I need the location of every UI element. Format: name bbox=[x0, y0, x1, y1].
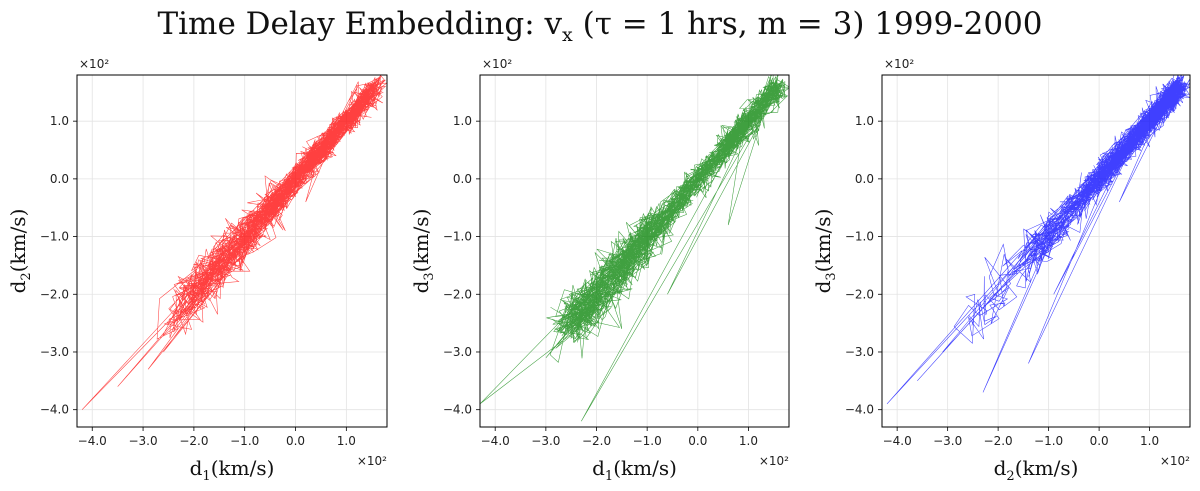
x-axis-multiplier: ×10² bbox=[357, 454, 387, 468]
x-axis-label: d2(km/s) bbox=[994, 456, 1079, 484]
y-axis-multiplier: ×10² bbox=[482, 57, 512, 71]
x-tick-label: −2.0 bbox=[984, 434, 1013, 448]
x-tick-label: −4.0 bbox=[883, 434, 912, 448]
trajectory-series bbox=[480, 75, 789, 422]
x-tick-label: −3.0 bbox=[531, 434, 560, 448]
x-tick-label: −3.0 bbox=[933, 434, 962, 448]
y-tick-label: −1.0 bbox=[40, 230, 69, 244]
x-tick-label: 1.0 bbox=[337, 434, 356, 448]
y-tick-label: 1.0 bbox=[453, 114, 472, 128]
x-tick-label: −3.0 bbox=[128, 434, 157, 448]
y-tick-label: −3.0 bbox=[845, 345, 874, 359]
subplot-3: −4.0 −3.0 −2.0 −1.0 0.0 1.0 1.0 0.0 −1.0 −2.0 −3.0… bbox=[811, 57, 1191, 484]
x-axis-label: d1(km/s) bbox=[190, 456, 275, 484]
y-tick-label: −3.0 bbox=[443, 345, 472, 359]
subplot-2: −4.0 −3.0 −2.0 −1.0 0.0 1.0 1.0 0.0 −1.0 −2.0 −3.0… bbox=[409, 57, 790, 484]
y-tick-label: −3.0 bbox=[40, 345, 69, 359]
y-tick-label: −1.0 bbox=[845, 230, 874, 244]
x-tick-label: −1.0 bbox=[230, 434, 259, 448]
y-tick-label: −4.0 bbox=[40, 403, 69, 417]
y-axis-label: d2(km/s) bbox=[6, 209, 34, 294]
x-axis-label: d1(km/s) bbox=[592, 456, 677, 484]
y-tick-label: −2.0 bbox=[443, 287, 472, 301]
y-tick-label: −1.0 bbox=[443, 230, 472, 244]
x-tick-label: −1.0 bbox=[633, 434, 662, 448]
y-axis-label: d3(km/s) bbox=[409, 209, 437, 294]
x-tick-label: −2.0 bbox=[582, 434, 611, 448]
y-tick-label: 0.0 bbox=[855, 172, 874, 186]
x-tick-label: 1.0 bbox=[739, 434, 758, 448]
y-tick-label: 0.0 bbox=[50, 172, 69, 186]
x-tick-label: 0.0 bbox=[1090, 434, 1109, 448]
y-tick-label: −2.0 bbox=[845, 287, 874, 301]
x-tick-label: −1.0 bbox=[1034, 434, 1063, 448]
x-tick-label: 1.0 bbox=[1140, 434, 1159, 448]
title-subscript: x bbox=[562, 24, 573, 47]
axes-frame bbox=[76, 74, 388, 428]
trajectory-series bbox=[81, 75, 387, 410]
x-axis-multiplier: ×10² bbox=[759, 454, 789, 468]
x-tick-label: 0.0 bbox=[688, 434, 707, 448]
subplot-1: −4.0 −3.0 −2.0 −1.0 0.0 1.0 1.0 0.0 −1.0 −2.0 −3.0… bbox=[6, 57, 388, 484]
y-axis-multiplier: ×10² bbox=[79, 57, 109, 71]
axes-frame bbox=[479, 74, 790, 428]
x-axis-multiplier: ×10² bbox=[1160, 454, 1190, 468]
x-tick-label: −4.0 bbox=[481, 434, 510, 448]
axes-frame bbox=[881, 74, 1191, 428]
y-tick-label: 0.0 bbox=[453, 172, 472, 186]
x-tick-label: −2.0 bbox=[179, 434, 208, 448]
x-tick-label: −4.0 bbox=[78, 434, 107, 448]
y-tick-label: 1.0 bbox=[50, 114, 69, 128]
title-main: Time Delay Embedding: v bbox=[157, 6, 563, 42]
trajectory-series bbox=[886, 75, 1190, 405]
y-tick-label: 1.0 bbox=[855, 114, 874, 128]
y-axis-label: d3(km/s) bbox=[811, 209, 839, 294]
y-tick-label: −4.0 bbox=[845, 403, 874, 417]
y-axis-multiplier: ×10² bbox=[884, 57, 914, 71]
title-rest: (τ = 1 hrs, m = 3) 1999-2000 bbox=[572, 6, 1043, 42]
x-tick-label: 0.0 bbox=[286, 434, 305, 448]
y-tick-label: −2.0 bbox=[40, 287, 69, 301]
y-tick-label: −4.0 bbox=[443, 403, 472, 417]
figure-title: Time Delay Embedding: vx (τ = 1 hrs, m =… bbox=[0, 6, 1200, 46]
